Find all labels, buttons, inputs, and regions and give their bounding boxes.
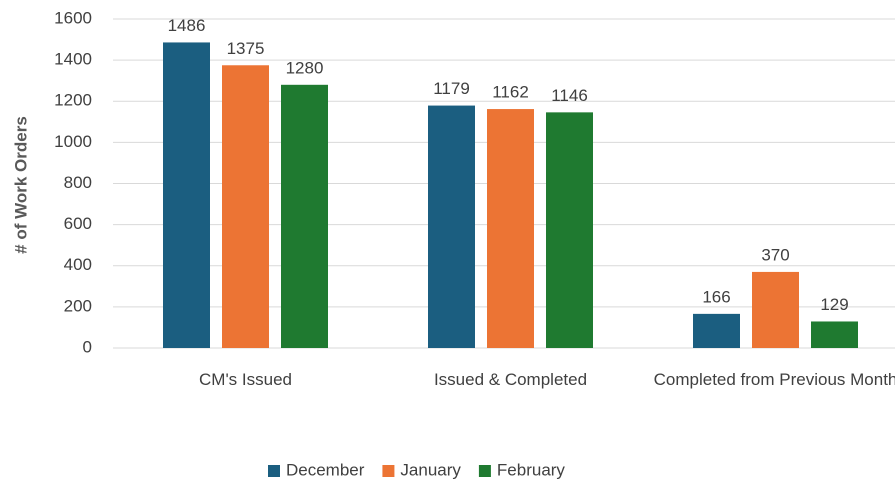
bar [546,112,593,348]
x-tick-label: Issued & Completed [433,370,588,389]
bar [752,271,799,348]
data-label: 129 [820,295,848,314]
x-tick-label: Completed from Previous Month [653,370,895,389]
data-label: 166 [702,287,730,306]
data-label: 1162 [492,83,529,102]
data-label: 1146 [551,86,588,105]
legend-swatch [382,465,395,477]
data-label: 1179 [433,79,470,98]
legend-label: February [497,460,566,479]
y-tick-label: 0 [83,337,92,356]
y-axis-title: # of Work Orders [11,116,30,254]
y-tick-label: 400 [64,255,92,274]
legend-label: January [400,460,461,479]
data-label: 370 [761,245,789,264]
bar [693,313,740,348]
y-tick-label: 1000 [54,132,92,151]
y-tick-label: 800 [64,173,92,192]
bar [487,109,534,348]
y-tick-label: 1400 [54,50,92,69]
y-tick-label: 200 [64,296,92,315]
x-tick-label: CM's Issued [199,370,292,389]
bar [163,42,210,348]
y-tick-label: 600 [64,214,92,233]
bar [811,321,858,348]
legend-swatch [478,465,491,477]
legend-label: December [286,460,365,479]
y-tick-label: 1200 [54,91,92,110]
data-label: 1280 [286,58,324,77]
data-label: 1486 [168,16,206,35]
y-tick-label: 1600 [54,8,92,27]
bar [281,84,328,349]
data-label: 1375 [227,39,265,58]
bar [428,105,475,349]
bar [222,65,269,348]
legend-swatch [268,465,280,477]
